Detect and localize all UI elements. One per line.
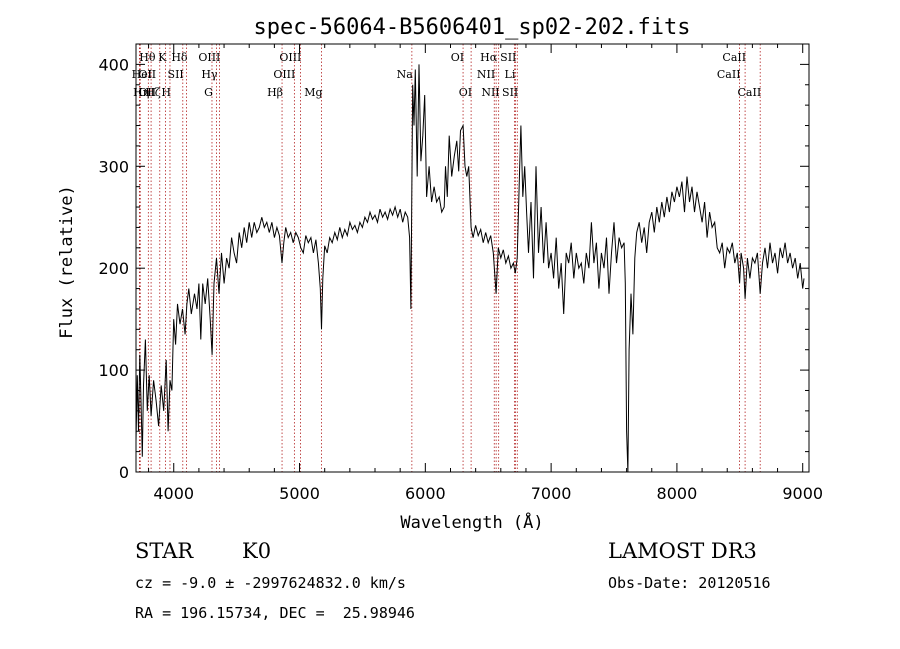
plot-frame — [135, 43, 810, 473]
x-axis-ticks: 4000 5000 6000 7000 8000 9000 — [148, 44, 823, 503]
velocity-readout: cz = -9.0 ± -2997624832.0 km/s — [135, 574, 406, 592]
x-tick-label: 6000 — [405, 484, 446, 503]
spectral-line-label: Hα — [480, 51, 498, 64]
y-tick-label: 300 — [98, 157, 129, 176]
spectral-line-labels: HθOIIOIIHηHeIHζKHSIIHδGHγOIIIHβOIIIOIIIM… — [132, 51, 762, 99]
x-tick-label: 5000 — [279, 484, 320, 503]
spectral-line-label: CaII — [722, 51, 746, 64]
spectral-line-label: HeI — [132, 68, 152, 81]
x-tick-label: 8000 — [657, 484, 698, 503]
observation-date: Obs-Date: 20120516 — [608, 574, 771, 592]
spectral-line-label: CaII — [717, 68, 741, 81]
object-class: STAR — [135, 539, 194, 563]
spectral-line-label: SII — [168, 68, 184, 81]
spectral-line-label: Hγ — [201, 68, 218, 81]
survey-name: LAMOST DR3 — [608, 539, 757, 563]
spectral-line-label: H — [161, 86, 171, 99]
y-tick-label: 200 — [98, 259, 129, 278]
y-tick-label: 400 — [98, 55, 129, 74]
spectral-line-label: Hη — [133, 86, 149, 99]
spectral-line-label: OIII — [273, 68, 295, 81]
x-axis-label: Wavelength (Å) — [400, 511, 543, 533]
spectral-line-label: OI — [459, 86, 472, 99]
spectrum-series-line — [135, 64, 805, 473]
spectral-line-label: OIII — [198, 51, 220, 64]
y-axis-ticks: 0 100 200 300 400 — [98, 55, 809, 482]
spectral-line-label: SII — [500, 51, 516, 64]
spectral-line-label: K — [158, 51, 167, 64]
spectral-line-label: G — [204, 86, 213, 99]
x-tick-label: 9000 — [782, 484, 823, 503]
x-tick-label: 4000 — [153, 484, 194, 503]
y-axis-label: Flux (relative) — [57, 185, 77, 339]
spectral-line-markers — [138, 44, 761, 472]
object-subclass: K0 — [242, 539, 272, 563]
spectral-line-label: CaII — [738, 86, 762, 99]
spectral-line-label: Mg — [304, 86, 322, 99]
spectral-line-label: NII — [477, 68, 495, 81]
x-tick-label: 7000 — [531, 484, 572, 503]
y-tick-label: 0 — [119, 463, 129, 482]
y-tick-label: 100 — [98, 361, 129, 380]
spectral-line-label: NII — [481, 86, 499, 99]
spectral-line-label: SII — [502, 86, 518, 99]
spectral-line-label: Hζ — [145, 86, 161, 99]
coordinates-readout: RA = 196.15734, DEC = 25.98946 — [135, 604, 415, 622]
spectral-line-label: OI — [451, 51, 464, 64]
spectral-line-label: Hθ — [139, 51, 156, 64]
spectral-line-label: OII — [138, 68, 156, 81]
spectral-line-label: Na — [397, 68, 414, 81]
chart-title: spec-56064-B5606401_sp02-202.fits — [253, 15, 690, 40]
spectral-line-label: OIII — [279, 51, 301, 64]
spectral-line-label: OII — [138, 86, 156, 99]
spectral-line-label: Li — [505, 68, 516, 81]
spectral-line-label: Hδ — [171, 51, 188, 64]
spectral-line-label: Hβ — [267, 86, 283, 99]
